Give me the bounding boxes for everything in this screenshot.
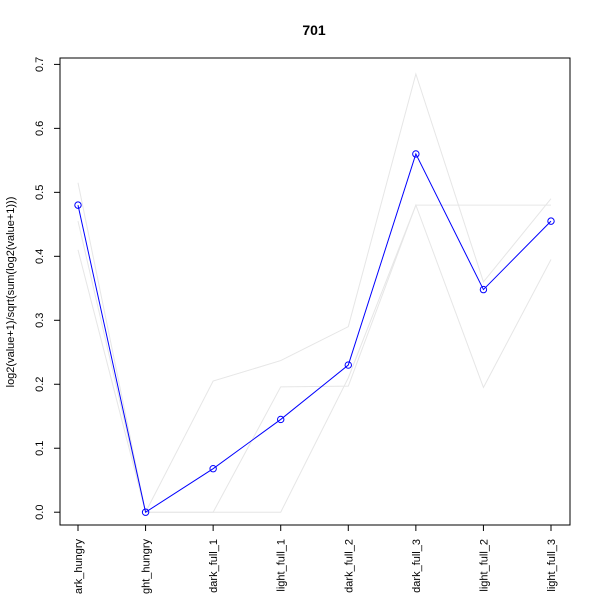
y-tick-label: 0.3	[34, 313, 46, 328]
chart-title: 701	[302, 22, 326, 38]
data-point	[344, 361, 352, 369]
highlight-series-line	[77, 152, 552, 514]
x-tick-label: ark_hungry	[73, 539, 85, 595]
x-tick-label: light_full_1	[276, 539, 288, 592]
x-tick-label: ght_hungry	[141, 539, 153, 595]
y-tick-label: 0.1	[34, 441, 46, 456]
y-tick-label: 0.4	[34, 249, 46, 264]
background-series-line	[77, 203, 552, 513]
y-axis-title: log2(value+1)/sqrt(sum(log2(value+1)))	[5, 197, 17, 388]
x-tick-label: dark_full_3	[411, 539, 423, 593]
background-series-line	[77, 72, 552, 514]
data-point	[479, 285, 488, 294]
background-series-line	[77, 204, 551, 513]
y-tick-label: 0.6	[34, 121, 46, 136]
y-tick-label: 0.7	[34, 57, 46, 72]
x-tick-label: dark_full_1	[208, 539, 220, 593]
plot-frame	[59, 57, 571, 526]
y-tick-label: 0.5	[34, 185, 46, 200]
highlight-series-group	[74, 150, 555, 516]
data-point	[141, 508, 150, 516]
y-tick-label: 0.0	[34, 505, 46, 520]
background-series-group	[77, 72, 552, 514]
y-axis: 0.0 0.1 0.2 0.3 0.4 0.5 0.6 0.7	[34, 57, 61, 520]
data-point	[74, 201, 82, 209]
data-point	[547, 217, 555, 225]
data-point	[277, 415, 285, 424]
x-axis: ark_hungry ght_hungry dark_full_1 light_ful…	[73, 524, 558, 595]
x-tick-label: light_full_3	[546, 539, 558, 592]
x-tick-label: light_full_2	[478, 539, 490, 592]
data-point	[412, 150, 420, 158]
data-point	[209, 465, 217, 473]
x-tick-label: dark_full_2	[343, 539, 355, 593]
y-tick-label: 0.2	[34, 377, 46, 392]
